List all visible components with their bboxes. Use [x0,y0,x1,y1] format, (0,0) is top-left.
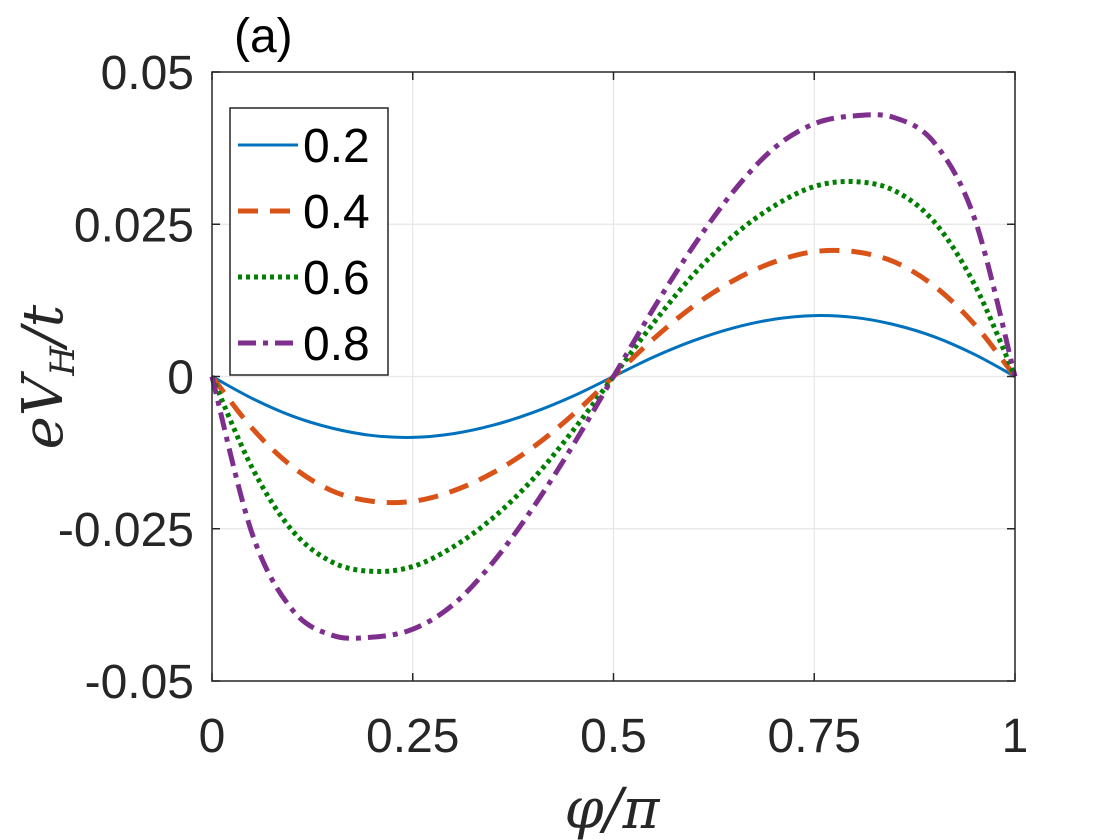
tick-marks [211,71,1016,682]
x-tick-labels: 0 0.25 0.5 0.75 1 [199,710,1029,763]
x-tick-label: 0.25 [366,710,459,763]
y-tick-label: 0.05 [101,47,194,100]
x-tick-label: 0 [199,710,226,763]
y-tick-label: 0 [167,352,194,405]
legend-box [229,107,389,376]
y-axis-label-base: eV [11,370,76,449]
x-tick-label: 0.75 [768,710,861,763]
x-tick-label: 1 [1002,710,1029,763]
series-line-0-8 [209,112,1018,641]
series-line-0-6 [209,178,1018,575]
y-axis-label-tail: /t [11,304,76,351]
panel-label: (a) [234,10,293,63]
legend-label: 0.4 [303,186,370,239]
x-axis-label: φ/π [565,777,661,840]
x-tick-label: 0.5 [580,710,647,763]
y-axis-label-subscript: H [43,345,83,377]
legend-label: 0.8 [303,318,370,371]
y-tick-label: 0.025 [74,199,194,252]
series-lines [209,112,1018,641]
legend-label: 0.6 [303,252,370,305]
y-axis-label: eVH/t [11,304,83,449]
y-tick-labels: -0.05 -0.025 0 0.025 0.05 [58,47,194,709]
y-tick-label: -0.05 [85,656,194,709]
legend: 0.2 0.4 0.6 0.8 [229,107,389,376]
legend-label: 0.2 [303,120,370,173]
y-tick-label: -0.025 [58,504,194,557]
